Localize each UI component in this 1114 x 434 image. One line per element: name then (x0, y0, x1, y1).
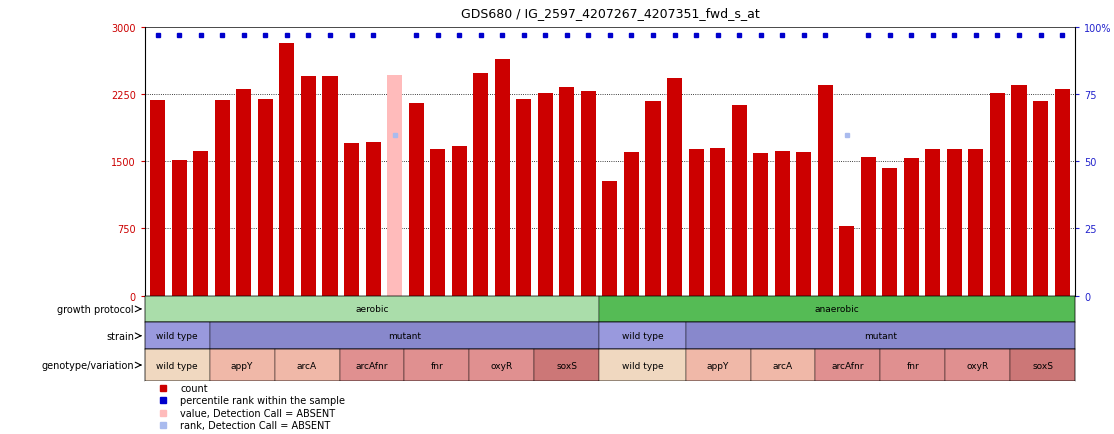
Bar (1033, 102, 1048, 296)
Bar (559, 88, 575, 296)
Bar (495, 59, 510, 296)
Bar (145, 296, 599, 322)
Text: value, Detection Call = ABSENT: value, Detection Call = ABSENT (180, 408, 335, 418)
Bar (473, 74, 488, 296)
Text: fnr: fnr (907, 361, 919, 370)
Text: anaerobic: anaerobic (814, 305, 859, 314)
Text: count: count (180, 383, 208, 393)
Bar (732, 106, 746, 296)
Bar (710, 148, 725, 296)
Text: GDS680 / IG_2597_4207267_4207351_fwd_s_at: GDS680 / IG_2597_4207267_4207351_fwd_s_a… (460, 7, 760, 20)
Bar (209, 322, 599, 349)
Bar (751, 349, 815, 381)
Text: soxS: soxS (556, 361, 577, 370)
Bar (818, 85, 833, 296)
Bar (451, 147, 467, 296)
Bar (667, 79, 682, 296)
Bar (685, 349, 751, 381)
Bar (882, 168, 898, 296)
Bar (685, 322, 1075, 349)
Bar (774, 151, 790, 296)
Bar (945, 349, 1010, 381)
Text: soxS: soxS (1032, 361, 1053, 370)
Text: aerobic: aerobic (355, 305, 389, 314)
Text: arcAfnr: arcAfnr (355, 361, 388, 370)
Bar (1010, 349, 1075, 381)
Text: appY: appY (707, 361, 730, 370)
Text: wild type: wild type (156, 361, 198, 370)
Bar (322, 76, 338, 296)
Text: arcAfnr: arcAfnr (832, 361, 864, 370)
Text: mutant: mutant (388, 332, 421, 341)
Bar (947, 150, 962, 296)
Bar (236, 90, 252, 296)
Bar (753, 154, 769, 296)
Bar (599, 349, 685, 381)
Text: mutant: mutant (863, 332, 897, 341)
Bar (990, 93, 1005, 296)
Text: arcA: arcA (297, 361, 317, 370)
Bar (580, 92, 596, 296)
Text: fnr: fnr (430, 361, 443, 370)
Bar (280, 44, 294, 296)
Bar (516, 99, 531, 296)
Text: oxyR: oxyR (967, 361, 989, 370)
Text: wild type: wild type (622, 332, 663, 341)
Bar (275, 349, 340, 381)
Bar (150, 100, 165, 296)
Text: wild type: wild type (622, 361, 663, 370)
Bar (688, 150, 704, 296)
Bar (365, 142, 381, 296)
Bar (172, 160, 187, 296)
Bar (404, 349, 469, 381)
Text: growth protocol: growth protocol (58, 304, 134, 314)
Bar (430, 150, 446, 296)
Text: percentile rank within the sample: percentile rank within the sample (180, 395, 345, 405)
Bar (145, 349, 209, 381)
Bar (599, 322, 685, 349)
Bar (599, 296, 1075, 322)
Text: oxyR: oxyR (490, 361, 512, 370)
Bar (903, 158, 919, 296)
Bar (880, 349, 945, 381)
Bar (209, 349, 275, 381)
Bar (535, 349, 599, 381)
Text: wild type: wild type (156, 332, 198, 341)
Text: rank, Detection Call = ABSENT: rank, Detection Call = ABSENT (180, 420, 331, 430)
Bar (193, 151, 208, 296)
Bar (1055, 90, 1069, 296)
Bar (469, 349, 535, 381)
Bar (603, 182, 617, 296)
Bar (624, 152, 639, 296)
Bar (538, 93, 553, 296)
Bar (926, 150, 940, 296)
Bar (257, 99, 273, 296)
Bar (645, 102, 661, 296)
Text: strain: strain (106, 331, 134, 341)
Text: appY: appY (231, 361, 253, 370)
Bar (145, 322, 209, 349)
Bar (344, 143, 359, 296)
Bar (797, 153, 811, 296)
Bar (968, 150, 984, 296)
Text: arcA: arcA (773, 361, 793, 370)
Bar (815, 349, 880, 381)
Bar (409, 104, 423, 296)
Bar (1012, 85, 1027, 296)
Bar (861, 158, 876, 296)
Bar (839, 226, 854, 296)
Bar (215, 100, 229, 296)
Text: genotype/variation: genotype/variation (41, 360, 134, 370)
Bar (387, 76, 402, 296)
Bar (340, 349, 404, 381)
Bar (301, 77, 316, 296)
